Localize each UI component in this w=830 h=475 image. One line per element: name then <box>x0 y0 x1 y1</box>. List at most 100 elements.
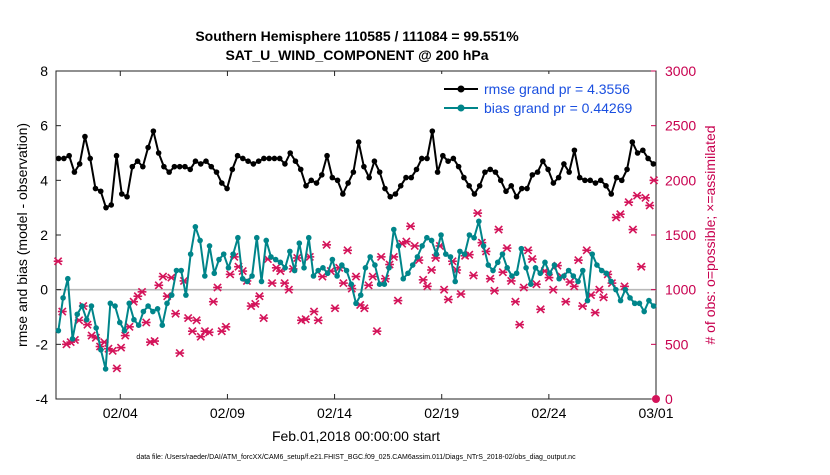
bias-point <box>476 218 482 225</box>
bias-point <box>575 278 581 285</box>
rmse-point <box>592 180 599 186</box>
obs-assimilated-marker <box>519 283 529 292</box>
rmse-point <box>229 166 236 173</box>
obs-assimilated-marker <box>636 262 646 271</box>
rmse-point <box>397 183 404 189</box>
bias-point <box>202 273 208 279</box>
right-tick-label: 2000 <box>665 172 696 188</box>
rmse-point <box>413 166 420 173</box>
rmse-point <box>529 172 536 178</box>
rmse-point <box>340 191 346 197</box>
obs-assimilated-marker <box>116 343 126 352</box>
obs-assimilated-marker <box>267 278 277 288</box>
rmse-point <box>324 152 330 159</box>
bias-point <box>485 262 492 268</box>
obs-assimilated-marker <box>456 289 466 299</box>
rmse-point <box>97 188 104 195</box>
obs-assimilated-marker <box>422 282 432 291</box>
bias-point <box>442 251 449 257</box>
rmse-point <box>240 155 246 162</box>
bias-point <box>225 265 232 271</box>
bias-point <box>598 267 605 274</box>
rmse-point <box>113 152 120 159</box>
rmse-point <box>187 166 194 173</box>
plot-frame <box>55 70 657 400</box>
obs-assimilated-marker <box>192 316 201 325</box>
obs-assimilated-marker <box>137 287 147 297</box>
obs-assimilated-marker <box>548 285 558 294</box>
rmse-point <box>366 174 372 181</box>
obs-assimilated-marker <box>301 315 311 324</box>
left-tick-label: 0 <box>40 282 48 298</box>
bias-point <box>400 275 407 282</box>
bias-point <box>386 265 392 271</box>
bias-point <box>183 292 189 298</box>
bias-point <box>419 243 425 249</box>
obs-assimilated-marker <box>536 305 546 314</box>
rmse-point <box>140 163 146 170</box>
obs-assimilated-marker <box>469 271 478 280</box>
rmse-point <box>650 161 657 167</box>
rmse-point <box>318 172 325 178</box>
rmse-point <box>508 183 515 189</box>
bias-point <box>631 300 638 307</box>
bias-point <box>310 273 317 279</box>
obs-assimilated-marker <box>141 318 151 327</box>
rmse-point <box>645 155 651 162</box>
rmse-point <box>487 166 494 173</box>
bias-point <box>334 273 340 279</box>
obs-assimilated-marker <box>427 265 436 275</box>
bias-point <box>216 256 222 263</box>
bias-point <box>447 254 454 260</box>
bias-point <box>504 265 510 271</box>
bias-point <box>135 322 142 329</box>
rmse-point <box>266 155 272 162</box>
obs-assimilated-marker <box>280 278 290 288</box>
bias-point <box>192 224 199 230</box>
obs-assimilated-marker <box>494 225 504 234</box>
bias-point <box>367 254 373 260</box>
bias-point <box>457 248 463 255</box>
obs-assimilated-marker <box>359 304 369 313</box>
bias-point <box>324 270 331 277</box>
rmse-point <box>124 193 130 200</box>
rmse-point <box>218 180 225 186</box>
rmse-point <box>429 128 436 134</box>
rmse-point <box>561 161 567 167</box>
series-layer <box>53 128 660 403</box>
bias-point <box>69 336 76 342</box>
bias-point <box>98 347 104 353</box>
bias-point <box>372 262 378 268</box>
rmse-point <box>203 158 209 164</box>
bias-point <box>452 278 459 285</box>
rmse-point <box>261 155 267 162</box>
bias-point <box>490 267 496 274</box>
obs-assimilated-marker <box>573 255 583 265</box>
rmse-point <box>371 158 378 164</box>
bias-point <box>301 265 307 271</box>
rmse-point <box>418 155 425 162</box>
x-tick-label: 02/19 <box>424 405 459 421</box>
x-axis-label: Feb.01,2018 00:00:00 start <box>272 428 440 444</box>
obs-assimilated-marker <box>196 332 206 341</box>
bias-point <box>329 256 336 263</box>
obs-assimilated-marker <box>53 257 63 266</box>
rmse-point <box>92 185 99 192</box>
bias-point <box>650 303 657 309</box>
right-axis-label: # of obs: o=possible; ×=assimilated <box>702 125 718 344</box>
x-tick-label: 02/04 <box>103 405 138 421</box>
bias-point <box>348 281 355 288</box>
obs-assimilated-marker <box>569 282 579 291</box>
rmse-point <box>608 191 615 197</box>
bias-point <box>546 270 553 277</box>
rmse-point <box>597 177 604 184</box>
left-tick-label: 8 <box>40 63 48 79</box>
x-tick-label: 03/01 <box>638 405 673 421</box>
bias-point <box>509 273 515 279</box>
right-tick-label: 0 <box>665 391 673 407</box>
bias-point <box>107 300 114 307</box>
obs-assimilated-marker <box>615 210 625 219</box>
rmse-point <box>66 152 72 159</box>
rmse-point <box>282 161 288 167</box>
bias-point <box>428 237 435 244</box>
